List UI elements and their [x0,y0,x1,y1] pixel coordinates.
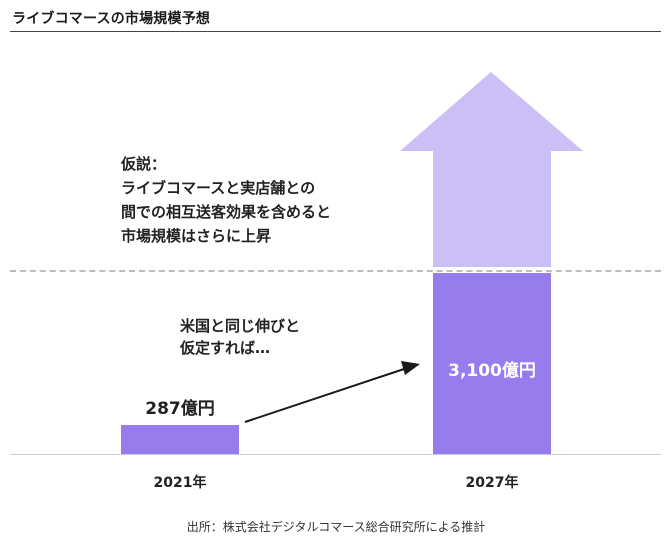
hypothesis-line: 間での相互送客効果を含めると [121,203,332,221]
hypothesis-line: 市場規模はさらに上昇 [121,227,272,245]
chart-title: ライブコマースの市場規模予想 [12,11,211,27]
hypothesis-line: 仮説： [121,155,167,173]
bar-value-label-2021: 287億円 [145,399,215,419]
assumption-annotation: 米国と同じ伸びと 仮定すれば… [180,315,300,359]
assumption-line: 米国と同じ伸びと [180,317,301,335]
bar-value-label-2027: 3,100億円 [448,361,536,381]
bar-2021 [121,425,239,454]
x-tick-label-2021: 2021年 [153,475,207,491]
title-underline [10,31,661,32]
source-note: 出所：株式会社デジタルコマース総合研究所による推計 [186,520,486,534]
assumption-line: 仮定すれば… [180,339,271,357]
dashed-reference-line [10,270,661,272]
hypothesis-annotation: 仮説： ライブコマースと実店舗との 間での相互送客効果を含めると 市場規模はさら… [121,152,331,248]
hypothesis-line: ライブコマースと実店舗との [121,179,316,197]
x-tick-label-2027: 2027年 [465,475,519,491]
x-axis-baseline [10,454,661,455]
bar-2027 [433,273,551,454]
